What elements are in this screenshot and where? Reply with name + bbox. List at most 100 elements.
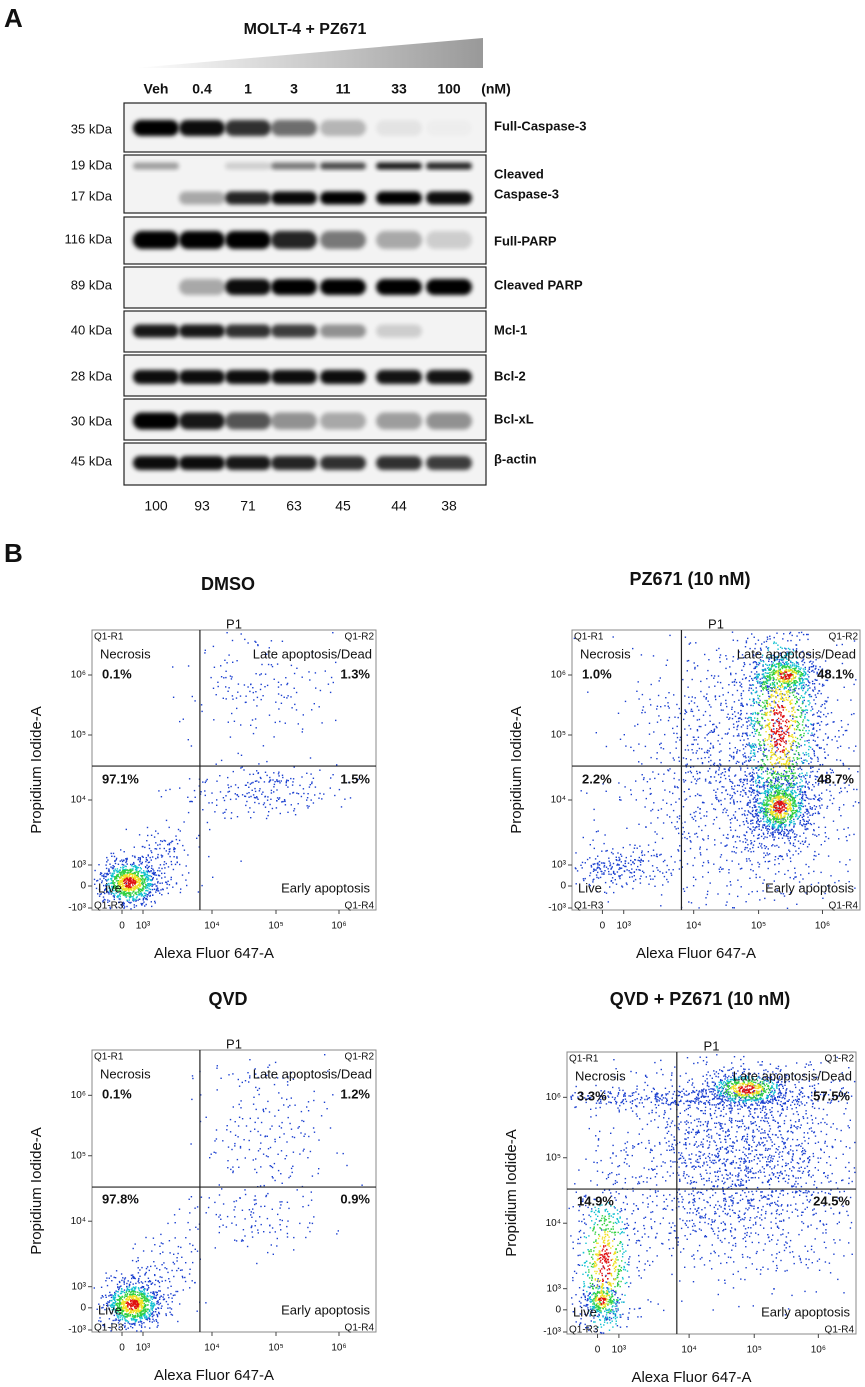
event-dot (817, 692, 819, 695)
event-dot (801, 772, 803, 774)
event-dot (768, 656, 770, 659)
event-dot (756, 728, 758, 731)
event-dot (134, 888, 136, 891)
event-dot (634, 859, 636, 861)
blot-band (376, 162, 422, 170)
event-dot (208, 802, 210, 804)
event-dot (781, 837, 784, 839)
event-dot (797, 721, 799, 724)
event-dot (626, 883, 628, 886)
event-dot (783, 681, 785, 683)
event-dot (145, 877, 147, 879)
event-dot (739, 824, 741, 827)
event-dot (766, 702, 768, 704)
event-dot (650, 756, 652, 759)
event-dot (726, 793, 729, 795)
event-dot (800, 757, 802, 759)
event-dot (808, 694, 810, 696)
event-dot (686, 660, 689, 662)
event-dot (278, 775, 280, 777)
event-dot (799, 793, 801, 795)
event-dot (742, 795, 744, 797)
event-dot (731, 713, 734, 715)
event-dot (800, 744, 802, 747)
event-dot (772, 662, 774, 664)
event-dot (175, 835, 177, 837)
event-dot (138, 889, 140, 892)
event-dot (230, 817, 232, 820)
event-dot (766, 796, 768, 799)
event-dot (799, 697, 801, 699)
event-dot (800, 651, 803, 653)
blot-band (133, 231, 179, 249)
event-dot (676, 732, 678, 735)
event-dot (751, 775, 753, 777)
event-dot (789, 631, 792, 634)
event-dot (109, 863, 111, 865)
event-dot (789, 857, 792, 859)
event-dot (627, 862, 630, 864)
event-dot (801, 681, 804, 683)
event-dot (808, 763, 810, 765)
event-dot (757, 697, 759, 699)
event-dot (758, 792, 761, 794)
event-dot (747, 826, 749, 828)
event-dot (757, 806, 760, 808)
event-dot (758, 779, 760, 782)
event-dot (753, 746, 755, 748)
event-dot (709, 720, 711, 722)
event-dot (764, 790, 766, 793)
event-dot (686, 838, 688, 840)
event-dot (121, 905, 123, 907)
event-dot (624, 862, 626, 865)
event-dot (136, 896, 138, 898)
event-dot (783, 770, 786, 772)
event-dot (839, 745, 842, 747)
event-dot (608, 873, 610, 875)
event-dot (698, 709, 700, 711)
event-dot (700, 817, 702, 820)
event-dot (760, 845, 762, 847)
event-dot (727, 833, 729, 836)
event-dot (668, 707, 670, 709)
event-dot (608, 857, 610, 859)
event-dot (783, 633, 785, 635)
event-dot (761, 686, 763, 688)
event-dot (804, 744, 806, 746)
event-dot (816, 712, 818, 714)
event-dot (742, 744, 744, 746)
event-dot (777, 648, 779, 650)
event-dot (103, 877, 105, 880)
event-dot (102, 891, 105, 894)
event-dot (805, 725, 807, 727)
event-dot (662, 872, 664, 874)
event-dot (777, 788, 780, 790)
event-dot (771, 833, 773, 836)
event-dot (771, 671, 773, 673)
event-dot (784, 826, 786, 828)
quadrant-id: Q1-R1 (94, 632, 124, 643)
event-dot (788, 685, 790, 687)
event-dot (742, 705, 744, 707)
event-dot (736, 749, 739, 751)
event-dot (119, 871, 122, 874)
event-dot (780, 792, 782, 794)
event-dot (744, 771, 746, 773)
event-dot (777, 783, 779, 785)
event-dot (763, 743, 765, 745)
event-dot (797, 663, 800, 665)
event-dot (782, 783, 785, 785)
event-dot (732, 835, 735, 837)
event-dot (754, 717, 756, 719)
event-dot (819, 716, 822, 718)
event-dot (791, 749, 794, 751)
event-dot (709, 747, 711, 749)
event-dot (625, 745, 627, 747)
blot-band (133, 456, 179, 470)
event-dot (753, 753, 756, 756)
event-dot (307, 807, 309, 809)
event-dot (788, 770, 791, 773)
event-dot (803, 820, 805, 822)
event-dot (760, 829, 763, 831)
event-dot (774, 657, 776, 659)
